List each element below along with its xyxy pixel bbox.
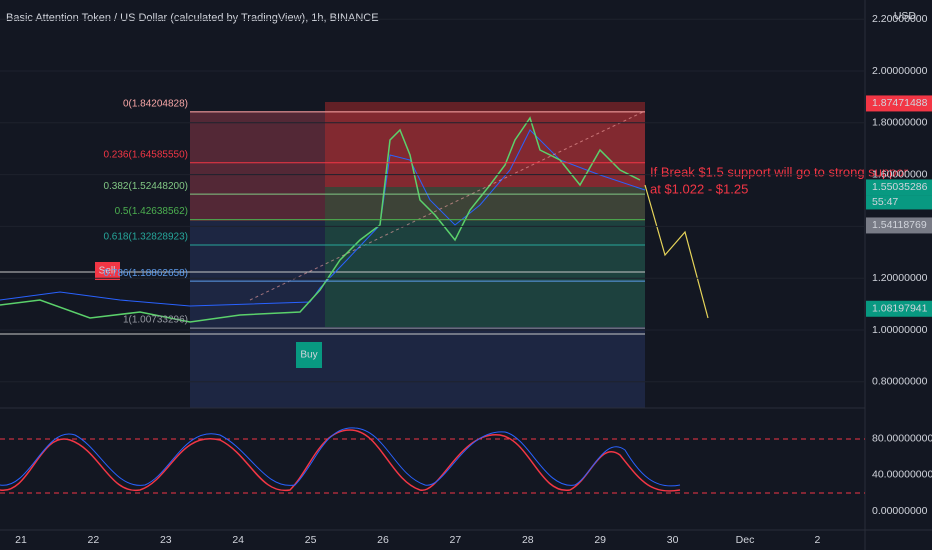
countdown: 55:47 bbox=[872, 196, 898, 208]
sell-marker bbox=[95, 262, 120, 280]
box-red bbox=[325, 102, 645, 187]
countdown-bg bbox=[866, 195, 932, 210]
price-tag bbox=[866, 179, 932, 196]
time-label: 23 bbox=[160, 534, 172, 546]
buy-marker bbox=[296, 342, 322, 368]
price-tag-label: 1.54118769 bbox=[872, 219, 927, 231]
box-green bbox=[325, 187, 645, 327]
fib-label: 0.618(1.32828923) bbox=[103, 232, 188, 243]
osc-tick-label: 80.00000000 bbox=[872, 432, 932, 444]
time-label: 26 bbox=[377, 534, 389, 546]
chart-title: Basic Attention Token / US Dollar (calcu… bbox=[6, 12, 379, 24]
price-tag-label: 1.87471488 bbox=[872, 97, 928, 109]
sell-label: Sell bbox=[99, 266, 116, 277]
fib-trend-line bbox=[249, 110, 646, 301]
price-tick-label: 1.60000000 bbox=[872, 168, 928, 180]
time-label: Dec bbox=[736, 534, 755, 546]
currency[interactable]: USD bbox=[894, 10, 917, 22]
time-label: 25 bbox=[305, 534, 317, 546]
annotation: If Break $1.5 support will go to strong … bbox=[650, 164, 909, 179]
price-tag bbox=[866, 300, 932, 317]
price-tick-label: 2.20000000 bbox=[872, 13, 928, 25]
price-tag-label: 1.55035286 bbox=[872, 181, 928, 193]
fib-label: 0(1.84204828) bbox=[123, 99, 188, 110]
fib-label: 1(1.00733296) bbox=[123, 315, 188, 326]
time-label: 27 bbox=[450, 534, 462, 546]
time-label: 22 bbox=[88, 534, 100, 546]
price-tick-label: 1.20000000 bbox=[872, 272, 928, 284]
time-label: 29 bbox=[594, 534, 606, 546]
price-tag-label: 1.08197941 bbox=[872, 303, 928, 315]
price-tick-label: 2.00000000 bbox=[872, 65, 928, 77]
price-tag bbox=[866, 95, 932, 112]
time-label: 28 bbox=[522, 534, 534, 546]
price-line bbox=[0, 116, 641, 323]
osc-line bbox=[0, 427, 681, 487]
fib-label: 0.5(1.42638562) bbox=[115, 206, 188, 217]
time-label: 30 bbox=[667, 534, 679, 546]
forecast-line bbox=[644, 184, 709, 319]
annotation: at $1.022 - $1.25 bbox=[650, 181, 748, 196]
buy-label: Buy bbox=[300, 350, 317, 361]
price-tick-label: 0.80000000 bbox=[872, 376, 928, 388]
price-tag bbox=[866, 217, 932, 234]
time-label: 24 bbox=[232, 534, 244, 546]
time-label: 2 bbox=[814, 534, 820, 546]
osc-signal bbox=[0, 429, 681, 492]
time-label: 21 bbox=[15, 534, 27, 546]
fib-label: 0.382(1.52448200) bbox=[103, 181, 188, 192]
osc-tick-label: 0.00000000 bbox=[872, 505, 928, 517]
price-tick-label: 1.80000000 bbox=[872, 117, 928, 129]
fib-label: 0.786(1.18862658) bbox=[103, 268, 188, 279]
fib-label: 0.236(1.64585550) bbox=[103, 149, 188, 160]
osc-tick-label: 40.00000000 bbox=[872, 469, 932, 481]
price-tick-label: 1.00000000 bbox=[872, 324, 928, 336]
